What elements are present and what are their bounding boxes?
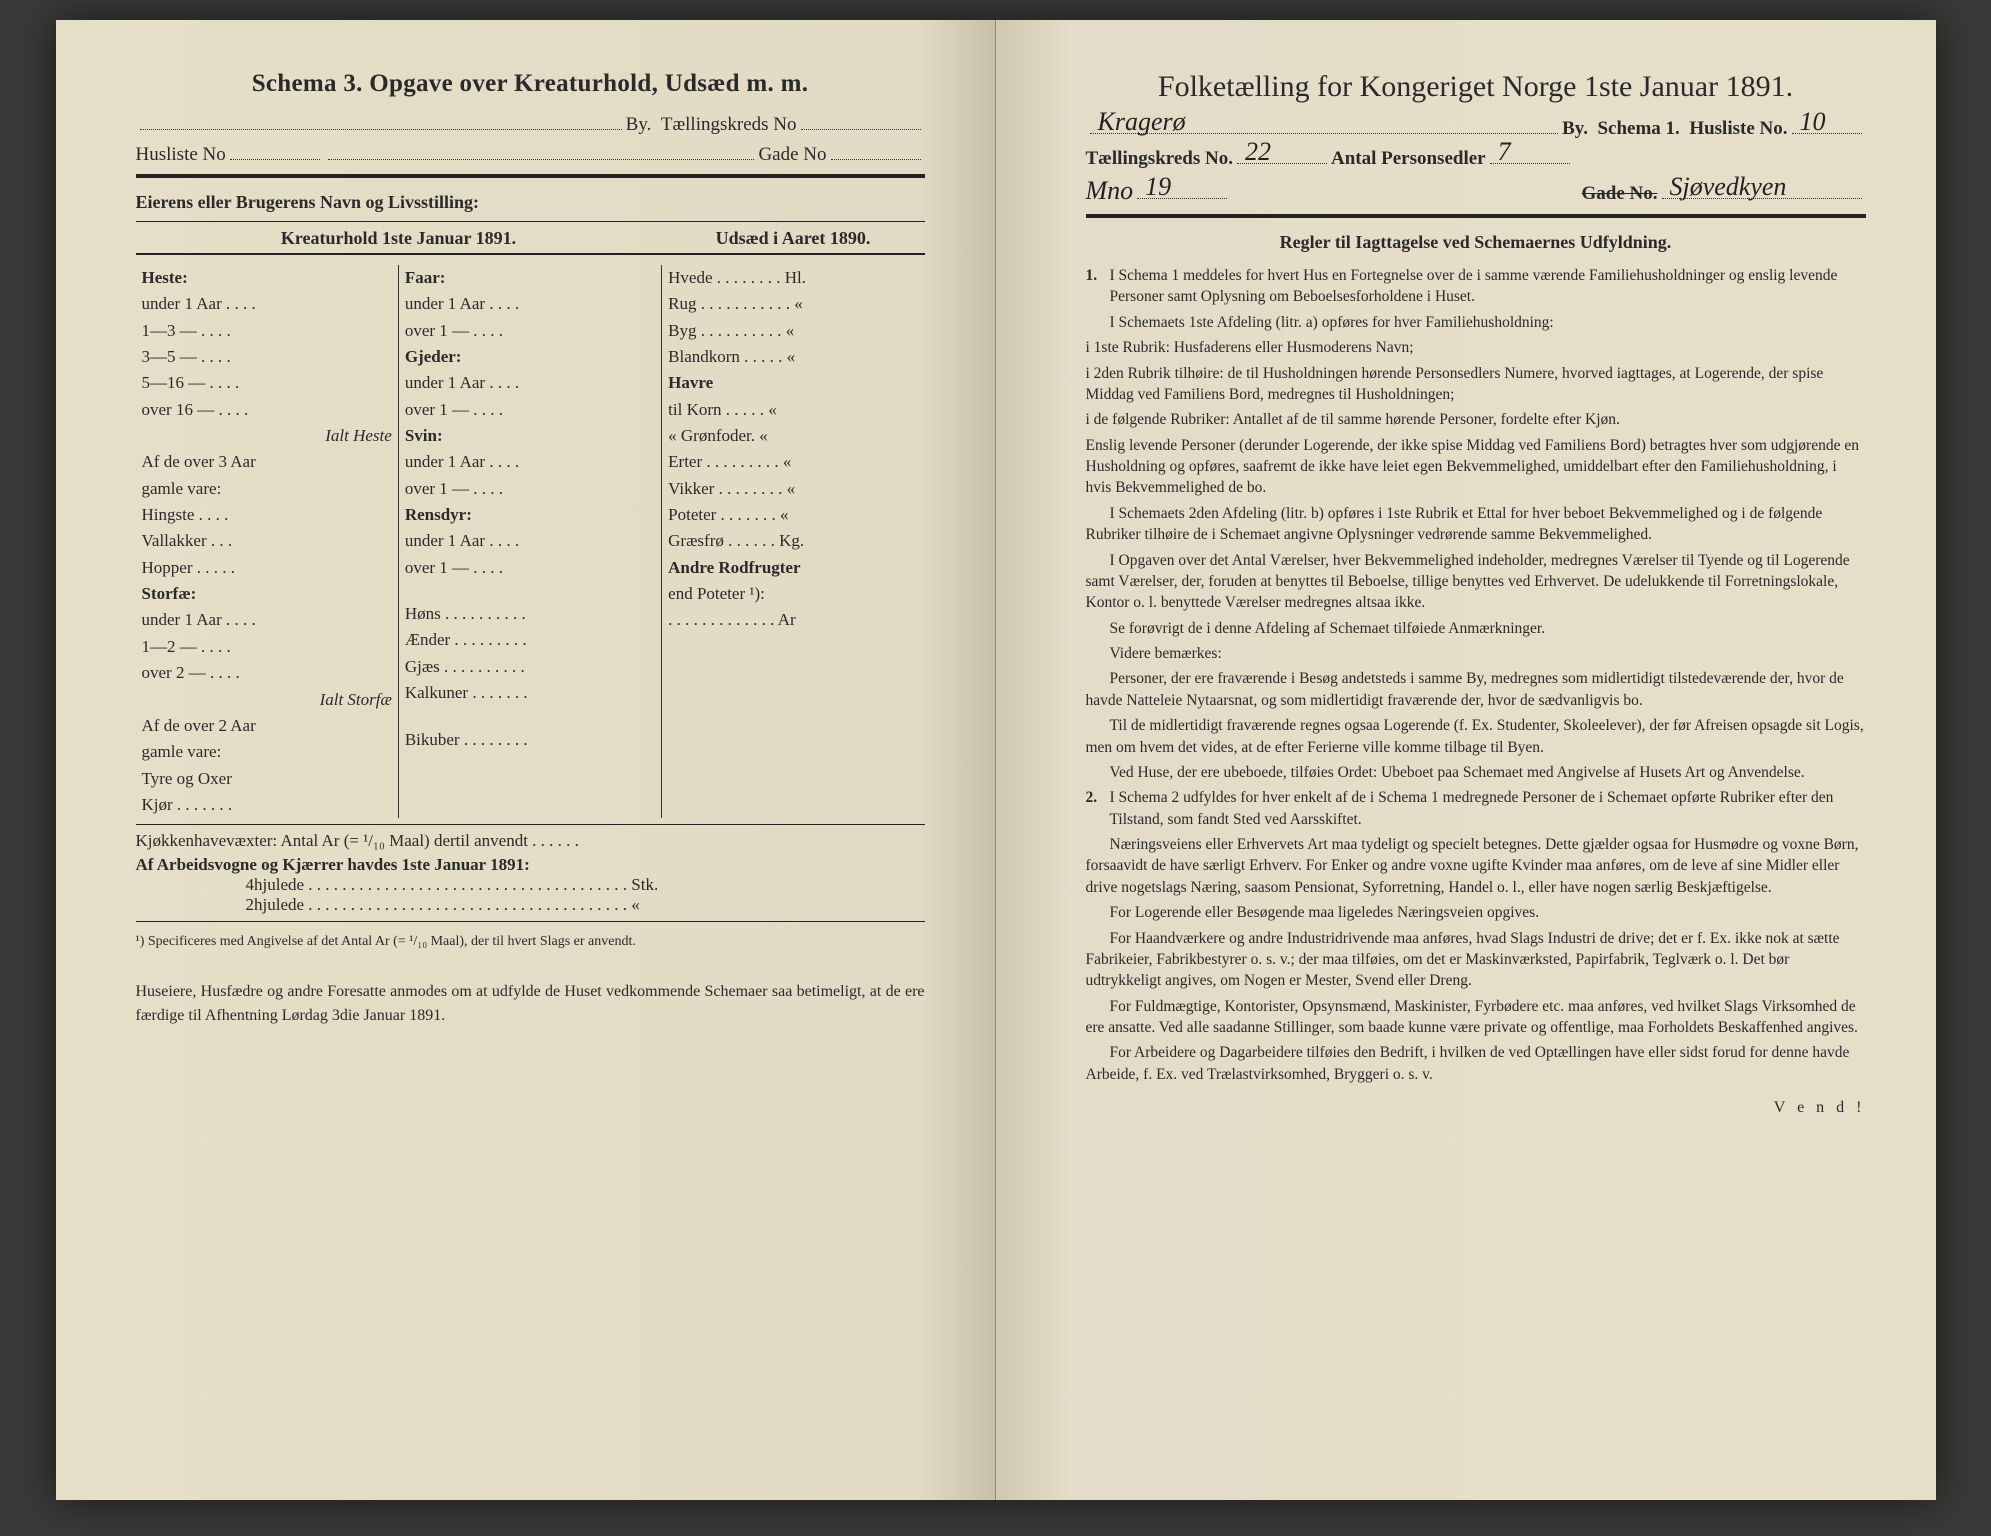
regler-title: Regler til Iagttagelse ved Schemaernes U… [1086,232,1866,253]
kreds-label: Tællingskreds No [661,114,797,136]
husliste-label: Husliste No [136,144,226,166]
census-title: Folketælling for Kongeriget Norge 1ste J… [1086,70,1866,104]
hand-kreds: 22 [1245,137,1271,167]
left-page: Schema 3. Opgave over Kreaturhold, Udsæd… [56,20,996,1500]
footer-instruction: Huseiere, Husfædre og andre Foresatte an… [136,980,925,1028]
hand-city: Kragerø [1098,107,1186,137]
vend-label: V e n d ! [1086,1099,1866,1117]
kjokken-line: Kjøkkenhavevæxter: Antal Ar (= ¹/₁₀ Maal… [136,831,925,851]
hand-husliste: 10 [1800,107,1826,137]
gade-label: Gade No [758,144,826,166]
schema3-table: Heste: under 1 Aar . . . . 1—3 — . . . .… [136,265,925,818]
col-head-kreatur: Kreaturhold 1ste Januar 1891. [136,228,662,249]
document-spread: Schema 3. Opgave over Kreaturhold, Udsæd… [56,20,1936,1500]
col-head-udsaed: Udsæd i Aaret 1890. [662,228,925,249]
right-page: Folketælling for Kongeriget Norge 1ste J… [996,20,1936,1500]
vogne-head: Af Arbeidsvogne og Kjærrer havdes 1ste J… [136,855,925,875]
hand-mno: 19 [1145,172,1171,202]
hand-antal: 7 [1498,137,1511,167]
footnote: ¹) Specificeres med Angivelse af det Ant… [136,934,925,950]
schema3-title: Schema 3. Opgave over Kreaturhold, Udsæd… [136,70,925,98]
by-label: By. [626,114,652,136]
hand-mno-label: Mno [1086,176,1134,206]
owner-label: Eierens eller Brugerens Navn og Livsstil… [136,192,925,213]
rules-body: 1.I Schema 1 meddeles for hvert Hus en F… [1086,265,1866,1085]
hand-gade: Sjøvedkyen [1670,172,1787,202]
